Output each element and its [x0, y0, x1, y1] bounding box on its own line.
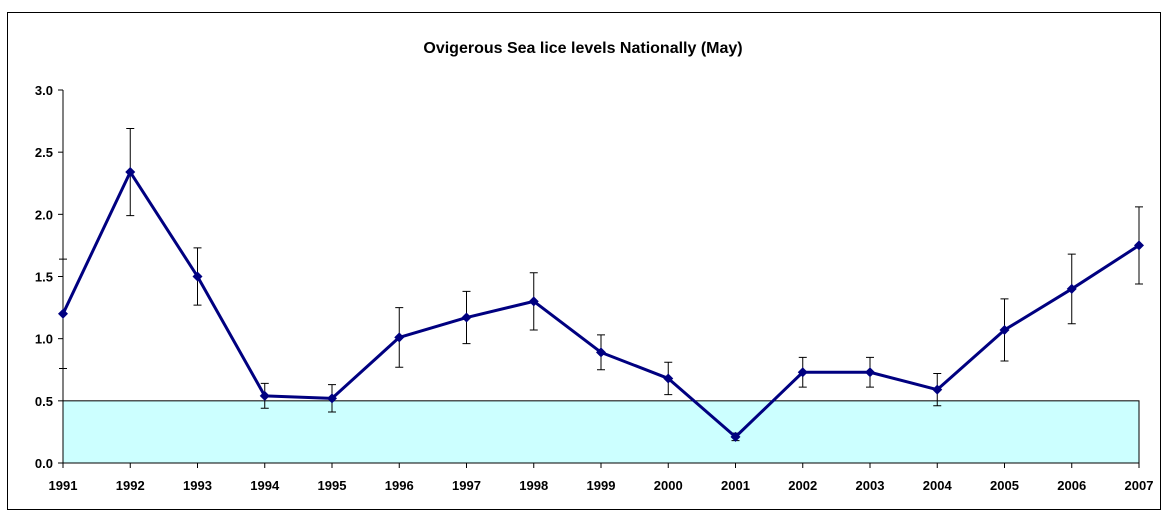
data-point: [663, 373, 674, 384]
data-point: [596, 347, 606, 358]
data-point: [461, 312, 472, 323]
x-tick-label: 1991: [49, 478, 78, 493]
data-point: [394, 332, 405, 343]
x-tick-label: 1993: [183, 478, 212, 493]
x-tick-label: 2003: [856, 478, 885, 493]
y-tick-label: 0.0: [35, 456, 53, 471]
x-tick-label: 1996: [385, 478, 414, 493]
y-tick-label: 0.5: [35, 394, 53, 409]
x-tick-label: 2002: [788, 478, 817, 493]
data-point: [797, 367, 808, 378]
data-point: [1134, 240, 1144, 251]
data-point: [259, 390, 270, 401]
y-tick-label: 2.0: [35, 207, 53, 222]
data-point: [528, 296, 539, 307]
y-tick-label: 2.5: [35, 145, 53, 160]
data-point: [999, 324, 1010, 335]
data-point: [125, 167, 136, 178]
data-point: [1066, 283, 1077, 294]
data-point: [192, 271, 203, 282]
x-tick-label: 2005: [990, 478, 1019, 493]
chart-title: Ovigerous Sea lice levels Nationally (Ma…: [423, 40, 742, 57]
threshold-band: [62, 400, 1140, 464]
x-tick-label: 2001: [721, 478, 750, 493]
x-tick-label: 2004: [923, 478, 953, 493]
x-tick-label: 2006: [1057, 478, 1086, 493]
data-point: [932, 384, 943, 395]
x-tick-label: 2007: [1125, 478, 1154, 493]
x-tick-label: 1994: [250, 478, 280, 493]
x-tick-label: 1995: [318, 478, 347, 493]
y-tick-label: 1.0: [35, 332, 53, 347]
x-tick-label: 2000: [654, 478, 683, 493]
x-tick-label: 1999: [587, 478, 616, 493]
y-tick-label: 1.5: [35, 270, 53, 285]
data-point: [327, 393, 337, 404]
x-tick-label: 1992: [116, 478, 145, 493]
y-tick-label: 3.0: [35, 83, 53, 98]
x-tick-label: 1997: [452, 478, 481, 493]
data-point: [865, 367, 875, 378]
data-point: [58, 308, 68, 319]
data-point: [730, 431, 741, 442]
x-tick-label: 1998: [519, 478, 548, 493]
